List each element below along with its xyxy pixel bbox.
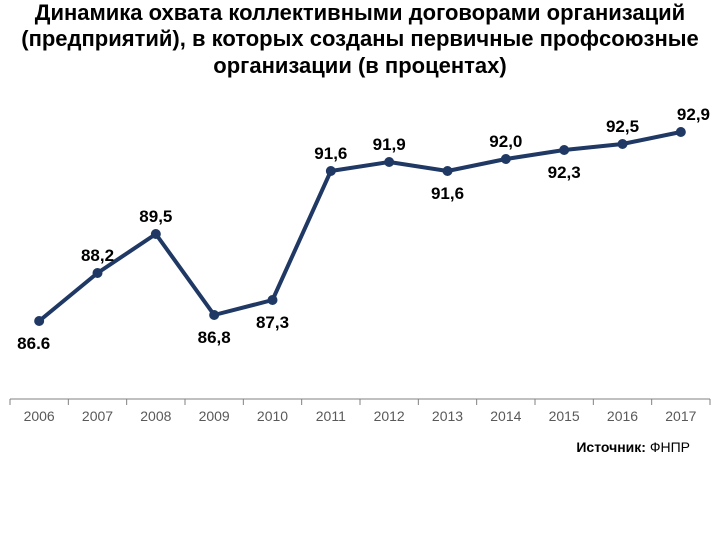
x-axis-label: 2014 (490, 408, 521, 424)
x-axis-label: 2017 (665, 408, 696, 424)
x-axis-label: 2011 (316, 408, 346, 424)
data-marker (209, 310, 219, 320)
chart-area: 2006 2007 2008 2009 2010 2011 2012 2013 2014 2015… (0, 79, 720, 439)
x-axis-label: 2016 (607, 408, 638, 424)
value-label: 91,6 (431, 184, 464, 203)
data-marker (326, 166, 336, 176)
data-marker (501, 154, 511, 164)
source-line: Источник: ФНПР (0, 439, 720, 455)
data-marker (268, 295, 278, 305)
value-label: 88,2 (81, 246, 114, 265)
data-marker (443, 166, 453, 176)
x-axis-label: 2013 (432, 408, 463, 424)
data-marker (618, 139, 628, 149)
value-label: 86,8 (198, 328, 231, 347)
data-marker (34, 316, 44, 326)
value-label: 92,5 (606, 117, 639, 136)
x-axis-label: 2008 (140, 408, 171, 424)
value-label: 91,6 (314, 144, 347, 163)
data-marker (93, 268, 103, 278)
data-line (39, 132, 681, 321)
data-marker (559, 145, 569, 155)
value-label: 87,3 (256, 313, 289, 332)
x-axis-label: 2012 (374, 408, 405, 424)
value-label: 91,9 (373, 135, 406, 154)
value-label: 86.6 (17, 334, 50, 353)
source-label: Источник (576, 439, 641, 455)
source-value: ФНПР (650, 439, 690, 455)
value-label: 92,3 (548, 163, 581, 182)
value-label: 92,9 (677, 105, 710, 124)
chart-title: Динамика охвата коллективными договорами… (0, 0, 720, 79)
data-marker (384, 157, 394, 167)
line-chart-svg: 2006 2007 2008 2009 2010 2011 2012 2013 2014 2015… (0, 79, 720, 439)
x-axis-label: 2010 (257, 408, 288, 424)
x-axis-label: 2009 (199, 408, 230, 424)
data-marker (676, 127, 686, 137)
data-marker (151, 229, 161, 239)
value-label: 89,5 (139, 207, 172, 226)
value-label: 92,0 (489, 132, 522, 151)
x-axis-label: 2007 (82, 408, 113, 424)
x-axis-label: 2006 (24, 408, 55, 424)
x-axis-label: 2015 (549, 408, 580, 424)
